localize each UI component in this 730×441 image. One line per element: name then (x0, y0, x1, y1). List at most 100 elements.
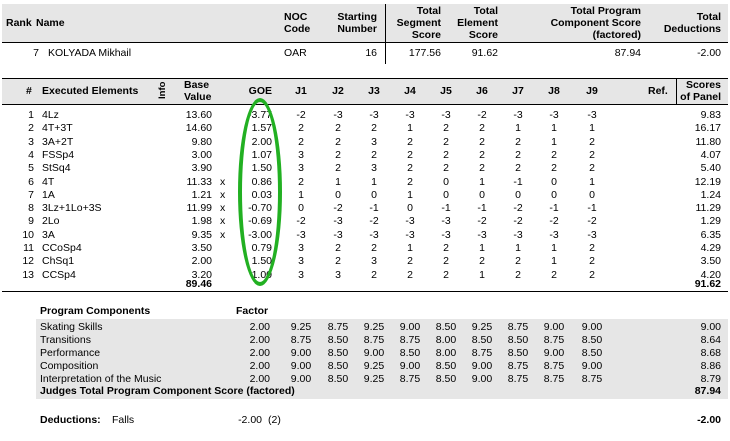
element-name: CCSp4 (42, 268, 76, 281)
component-judge-score: 9.00 (471, 373, 493, 385)
component-judge-score: 8.75 (543, 360, 565, 372)
element-base-value: 3.00 (191, 148, 212, 161)
component-judge-score: 9.00 (290, 347, 312, 359)
element-base-value: 3.90 (191, 162, 212, 175)
element-judge-score: 1 (407, 188, 413, 201)
component-judge-score: 8.50 (581, 334, 603, 346)
component-judge-score: 8.50 (581, 347, 603, 359)
judge-header-4: J4 (404, 85, 416, 97)
component-factor: 2.00 (249, 334, 270, 346)
element-panel-score: 1.24 (700, 188, 721, 201)
elements-total-line (2, 291, 728, 292)
component-judge-score: 8.50 (435, 373, 457, 385)
element-base-value: 2.00 (191, 255, 212, 268)
element-judge-score: -3 (477, 228, 487, 241)
component-judge-score: 8.50 (327, 360, 349, 372)
element-judge-score: 2 (335, 122, 341, 135)
component-judge-score: 9.25 (363, 373, 385, 385)
col-executed-header: Executed Elements (42, 85, 139, 97)
component-judge-score: 8.00 (435, 334, 457, 346)
element-judge-score: 1 (479, 268, 485, 281)
judges-total-label: Judges Total Program Component Score (fa… (40, 385, 295, 397)
components-shade (36, 319, 728, 399)
element-panel-score: 1.29 (700, 215, 721, 228)
component-factor: 2.00 (249, 321, 270, 333)
col-base-header-1: Base (184, 79, 210, 91)
deductions-count: (2) (268, 414, 281, 426)
element-base-value: 3.20 (191, 268, 212, 281)
component-panel-score: 8.68 (700, 347, 721, 359)
element-judge-score: 2 (407, 148, 413, 161)
element-judge-score: 2 (515, 268, 521, 281)
element-name: FSSp4 (42, 148, 75, 161)
element-judge-score: 2 (407, 255, 413, 268)
judge-header-5: J5 (440, 85, 452, 97)
element-judge-score: 2 (371, 242, 377, 254)
element-num: 4 (28, 148, 34, 161)
element-judge-score: 2 (479, 135, 485, 148)
component-panel-score: 8.79 (700, 373, 721, 385)
element-panel-score: 9.83 (700, 109, 721, 121)
component-judge-score: 8.75 (543, 373, 565, 385)
element-judge-score: 2 (589, 162, 595, 175)
deductions-total: -2.00 (697, 414, 721, 426)
components-title: Program Components (40, 305, 151, 317)
element-judge-score: 3 (335, 268, 341, 281)
tss-header-3: Score (411, 29, 441, 41)
element-judge-score: -2 (477, 109, 487, 121)
noc-header-1: NOC (284, 11, 308, 23)
element-judge-score: 2 (298, 135, 304, 148)
component-judge-score: 9.00 (399, 321, 421, 333)
element-base-value: 11.99 (186, 202, 213, 215)
component-judge-score: 8.50 (507, 347, 529, 359)
component-judge-score: 9.00 (543, 321, 565, 333)
component-panel-score: 9.00 (700, 321, 721, 333)
element-name: 4Lz (42, 109, 59, 121)
element-judge-score: -3 (369, 228, 379, 241)
element-bonus-marker: x (220, 188, 226, 201)
element-judge-score: -3 (405, 228, 415, 241)
element-num: 1 (28, 109, 34, 121)
element-judge-score: -3 (587, 109, 597, 121)
ded-header-2: Deductions (663, 23, 721, 35)
element-judge-score: 2 (479, 122, 485, 135)
element-num: 6 (28, 175, 34, 188)
element-judge-score: -2 (513, 215, 523, 228)
skater-total-segment-score: 177.56 (408, 47, 441, 59)
element-judge-score: 2 (443, 268, 449, 281)
element-judge-score: 2 (335, 148, 341, 161)
component-judge-score: 8.75 (290, 334, 312, 346)
tss-header-2: Segment (396, 17, 441, 29)
judge-header-7: J7 (512, 85, 524, 97)
element-base-value: 9.80 (191, 135, 212, 148)
element-judge-score: 0 (371, 188, 377, 201)
component-panel-score: 8.64 (700, 334, 721, 346)
element-judge-score: 1 (335, 175, 341, 188)
component-judge-score: 8.75 (363, 334, 385, 346)
element-judge-score: 0 (335, 188, 341, 201)
element-judge-score: -2 (296, 109, 306, 121)
element-judge-score: 2 (335, 135, 341, 148)
element-judge-score: -2 (513, 202, 523, 215)
element-judge-score: 1 (551, 135, 557, 148)
element-base-value: 14.60 (185, 122, 212, 135)
component-judge-score: 8.75 (507, 321, 529, 333)
components-factor-header: Factor (236, 305, 269, 317)
skater-total-pcs: 87.94 (614, 47, 641, 59)
component-name: Composition (40, 360, 99, 372)
elements-header-bottom-line (2, 104, 728, 105)
element-name: CCoSp4 (42, 242, 82, 254)
element-judge-score: 1 (298, 188, 304, 201)
component-judge-score: 8.50 (327, 334, 349, 346)
element-judge-score: 0 (407, 202, 413, 215)
element-judge-score: 2 (443, 135, 449, 148)
element-judge-score: -3 (296, 228, 306, 241)
component-judge-score: 9.00 (290, 360, 312, 372)
element-judge-score: 2 (407, 175, 413, 188)
element-judge-score: 3 (371, 255, 377, 268)
element-name: 3A (42, 228, 55, 241)
element-judge-score: 2 (443, 122, 449, 135)
element-base-value: 1.21 (191, 188, 212, 201)
element-judge-score: 2 (589, 268, 595, 281)
element-judge-score: -1 (369, 202, 379, 215)
